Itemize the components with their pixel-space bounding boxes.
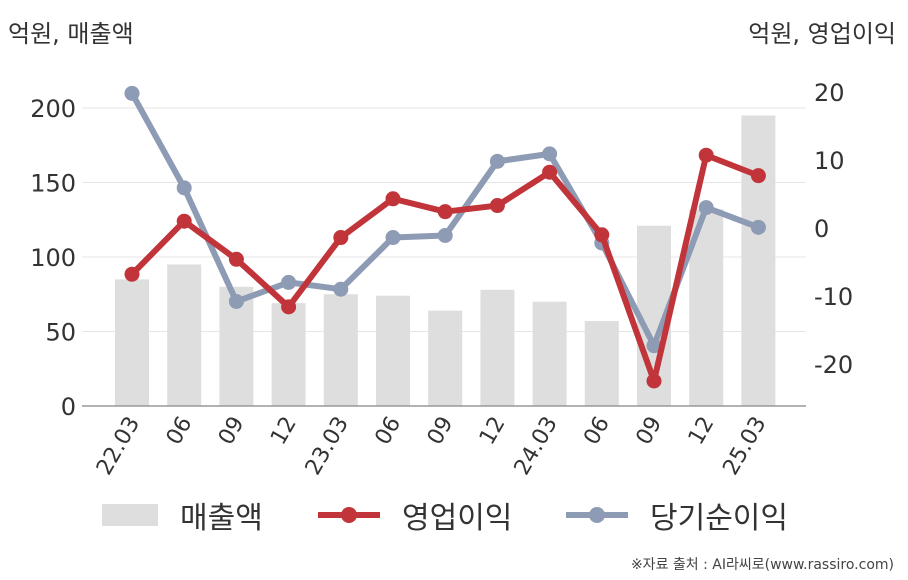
right-axis-unit-label: 억원, 영업이익 [748,20,896,48]
x-tick-label: 06 [579,413,615,450]
x-tick-label: 12 [684,413,720,450]
point-operating-profit [176,213,192,229]
point-net-income [124,85,140,101]
bar-revenue [428,310,463,406]
legend-swatch-net-income [566,504,628,526]
right-tick-label: 10 [814,147,845,175]
legend-label-operating-profit: 영업이익 [402,501,513,536]
point-net-income [176,180,192,196]
legend-item-net-income: 당기순이익 [566,490,788,540]
x-tick-label: 25.03 [718,413,771,480]
bar-revenue [532,301,567,406]
left-tick-label: 0 [61,393,76,421]
x-tick-label: 09 [632,413,668,450]
legend: 매출액 영업이익 당기순이익 [0,490,908,540]
legend-label-revenue: 매출액 [180,501,263,536]
point-operating-profit [646,373,662,389]
point-operating-profit [594,227,610,243]
x-tick-label: 23.03 [301,413,354,480]
bar-revenue [741,115,776,406]
point-net-income [489,153,505,169]
right-tick-label: 0 [814,215,829,243]
bar-revenue [584,321,619,406]
legend-item-operating-profit: 영업이익 [318,490,512,540]
point-operating-profit [437,204,453,220]
point-net-income [281,274,297,290]
left-axis-unit-label: 억원, 매출액 [8,20,134,48]
left-tick-label: 200 [30,95,76,123]
point-operating-profit [385,191,401,207]
bar-revenue [167,264,202,406]
point-net-income [228,293,244,309]
right-tick-label: -10 [814,283,853,311]
point-net-income [698,200,714,216]
legend-swatch-operating-profit [318,504,380,526]
x-tick-label: 12 [266,413,302,450]
point-net-income [385,230,401,246]
point-operating-profit [124,266,140,282]
legend-item-revenue: 매출액 [102,490,263,540]
x-tick-label: 12 [475,413,511,450]
point-net-income [542,146,558,162]
x-tick-label: 24.03 [510,413,563,480]
legend-label-net-income: 당기순이익 [650,501,788,536]
point-operating-profit [698,147,714,163]
point-operating-profit [542,164,558,180]
point-operating-profit [750,168,766,184]
point-net-income [750,219,766,235]
point-net-income [646,338,662,354]
x-tick-label: 09 [214,413,250,450]
bar-revenue [376,295,410,406]
source-note: ※자료 출처 : AI라씨로(www.rassiro.com) [630,557,894,573]
point-operating-profit [333,230,349,246]
x-tick-label: 09 [423,413,459,450]
bar-revenue [271,303,306,406]
legend-swatch-revenue [102,504,158,526]
left-tick-label: 150 [30,170,76,198]
bar-revenue [480,289,515,406]
x-tick-label: 06 [162,413,198,450]
bar-revenue [115,279,149,406]
point-net-income [437,227,453,243]
x-tick-label: 06 [371,413,407,450]
x-tick-label: 22.03 [92,413,145,480]
point-operating-profit [281,299,297,315]
right-tick-label: 20 [814,79,845,107]
left-tick-label: 100 [30,244,76,272]
point-operating-profit [228,251,244,267]
point-operating-profit [489,198,505,214]
left-tick-label: 50 [45,319,76,347]
bar-revenue [323,294,358,406]
point-net-income [333,281,349,297]
right-tick-label: -20 [814,351,853,379]
